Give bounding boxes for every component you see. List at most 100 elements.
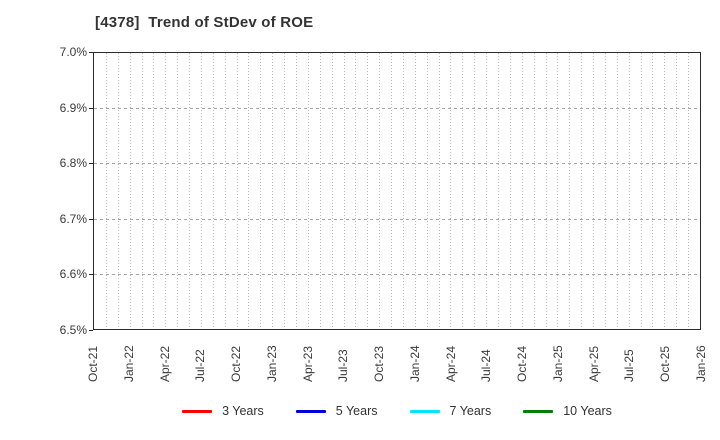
gridline-vertical: [616, 53, 618, 329]
gridline-vertical: [117, 53, 119, 329]
y-axis-tick: [89, 163, 93, 165]
gridline-vertical: [177, 53, 179, 329]
x-axis-tick-label: Jan-24: [407, 345, 422, 382]
x-axis-tick-label: Jul-25: [622, 349, 637, 382]
y-axis-tick-label: 6.9%: [59, 100, 87, 115]
gridline-vertical: [557, 53, 559, 329]
x-axis-tick-label: Jan-22: [121, 345, 136, 382]
gridline-vertical: [402, 53, 404, 329]
gridline-vertical: [165, 53, 167, 329]
gridline-horizontal: [94, 273, 700, 275]
gridline-vertical: [438, 53, 440, 329]
gridline-vertical: [272, 53, 274, 329]
x-axis-tick-label: Apr-24: [443, 345, 458, 382]
gridline-vertical: [509, 53, 511, 329]
gridline-vertical: [224, 53, 226, 329]
gridline-vertical: [296, 53, 297, 329]
gridline-vertical: [545, 53, 547, 329]
gridline-vertical: [105, 53, 107, 329]
legend-label: 7 Years: [449, 404, 492, 418]
legend-swatch-10-years: [523, 409, 554, 413]
gridline-vertical: [319, 53, 321, 329]
legend-item-7-years: 7 Years: [409, 404, 492, 418]
gridline-vertical: [628, 53, 630, 329]
legend-label: 10 Years: [563, 404, 612, 418]
y-axis-tick: [89, 52, 93, 53]
y-axis-tick-label: 6.7%: [59, 211, 87, 226]
gridline-vertical: [379, 53, 381, 329]
gridline-vertical: [129, 53, 131, 329]
gridline-vertical: [260, 53, 262, 329]
y-axis-tick-label: 7.0%: [59, 45, 87, 59]
gridline-vertical: [462, 53, 464, 329]
x-axis-tick-label: Jul-23: [336, 349, 351, 382]
x-axis-tick-label: Jul-22: [193, 349, 208, 382]
legend-swatch-3-years: [182, 409, 213, 413]
y-axis-tick: [89, 218, 93, 220]
gridline-vertical: [498, 53, 499, 329]
gridline-vertical: [200, 53, 202, 329]
gridline-vertical: [414, 53, 416, 329]
plot-area: [93, 52, 701, 330]
gridline-vertical: [355, 53, 357, 329]
gridline-vertical: [236, 53, 238, 329]
gridline-vertical: [581, 53, 583, 329]
legend-label: 5 Years: [335, 404, 378, 418]
gridline-vertical: [284, 53, 286, 329]
x-axis-tick-label: Jan-25: [550, 345, 565, 382]
x-axis-tick-label: Jan-26: [694, 345, 708, 382]
gridline-vertical: [533, 53, 535, 329]
gridline-vertical: [141, 53, 143, 329]
gridline-horizontal: [94, 163, 700, 165]
gridline-vertical: [688, 53, 690, 329]
y-axis-tick-label: 6.5%: [59, 323, 87, 337]
gridline-horizontal: [94, 108, 700, 110]
legend-item-5-years: 5 Years: [295, 404, 378, 418]
gridline-vertical: [569, 53, 571, 329]
gridline-vertical: [640, 53, 642, 329]
gridline-vertical: [593, 53, 595, 329]
gridline-vertical: [343, 53, 345, 329]
legend-item-10-years: 10 Years: [523, 404, 612, 418]
gridline-vertical: [189, 53, 191, 329]
legend-label: 3 Years: [222, 404, 264, 418]
x-axis-tick-label: Apr-23: [300, 345, 315, 382]
chart-title: [4378] Trend of StDev of ROE: [95, 14, 314, 31]
gridline-vertical: [391, 53, 393, 329]
x-axis-tick-label: Oct-22: [229, 345, 244, 382]
x-axis-tick-label: Apr-25: [586, 345, 601, 382]
y-axis-tick: [89, 330, 93, 331]
gridline-vertical: [212, 53, 214, 329]
gridline-vertical: [486, 53, 488, 329]
x-axis-tick-label: Oct-21: [86, 345, 100, 382]
y-axis-tick-label: 6.6%: [59, 267, 87, 282]
x-axis-tick-label: Jul-24: [479, 349, 494, 382]
x-axis-tick-label: Apr-22: [157, 345, 172, 382]
gridline-vertical: [248, 53, 250, 329]
y-axis-tick: [89, 107, 93, 109]
y-axis-tick-label: 6.8%: [59, 156, 87, 171]
x-axis-tick-label: Oct-25: [658, 345, 673, 382]
x-axis-tick-label: Jan-23: [264, 345, 279, 382]
gridline-vertical: [426, 53, 428, 329]
x-axis-tick-label: Oct-24: [515, 345, 530, 382]
legend: 3 Years 5 Years 7 Years 10 Years: [93, 404, 701, 418]
gridline-vertical: [676, 53, 678, 329]
legend-swatch-5-years: [295, 409, 326, 413]
gridline-vertical: [153, 53, 155, 329]
gridline-vertical: [450, 53, 452, 329]
gridline-vertical: [652, 53, 654, 329]
gridline-vertical: [474, 53, 476, 329]
y-axis-tick: [89, 274, 93, 276]
gridline-vertical: [331, 53, 333, 329]
x-axis-tick-label: Oct-23: [372, 345, 387, 382]
gridline-vertical: [521, 53, 523, 329]
legend-swatch-7-years: [409, 409, 440, 413]
gridline-vertical: [307, 53, 309, 329]
gridline-vertical: [664, 53, 666, 329]
gridline-vertical: [604, 53, 606, 329]
gridline-horizontal: [94, 218, 700, 220]
gridline-vertical: [367, 53, 369, 329]
legend-item-3-years: 3 Years: [182, 404, 264, 418]
